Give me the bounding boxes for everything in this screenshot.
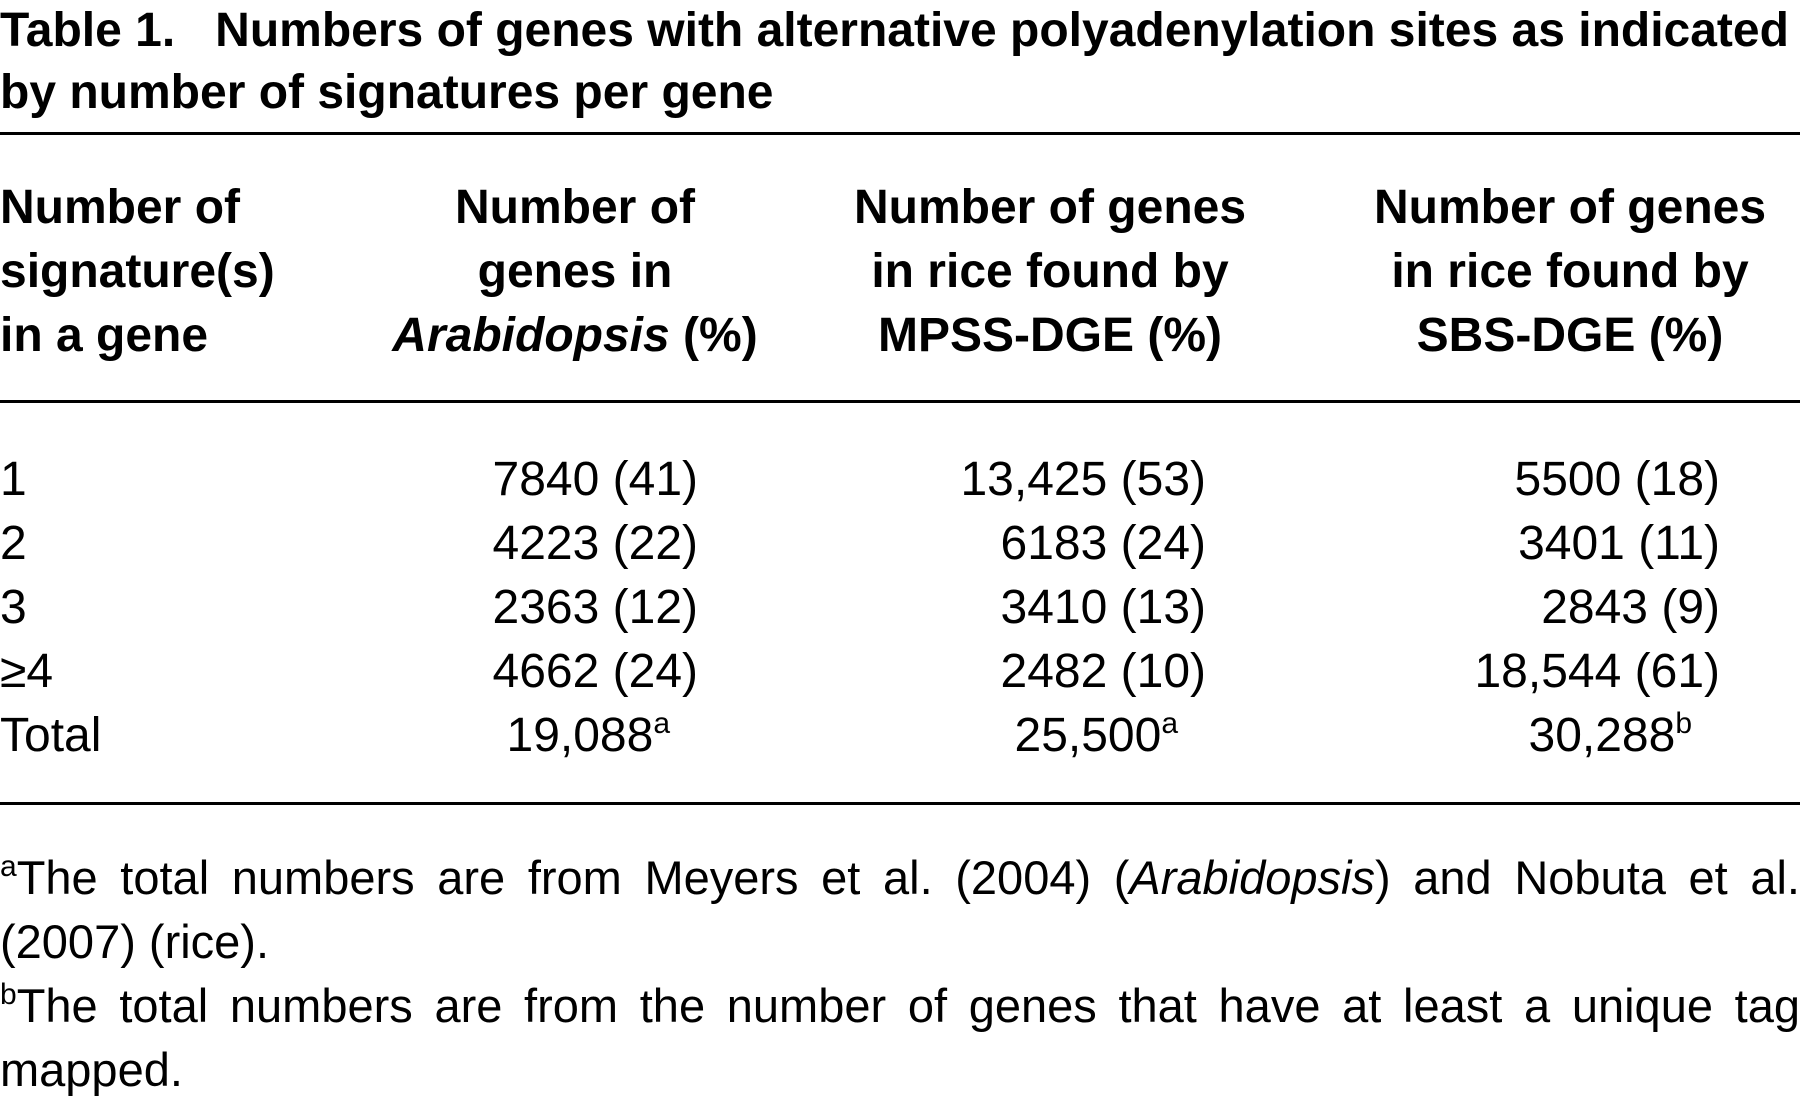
table-cell: 2 — [0, 517, 27, 570]
footnote-marker: b — [1675, 707, 1692, 740]
cell-value: 25,500 — [1014, 709, 1162, 762]
footnote-marker: a — [653, 707, 670, 740]
header-cell: Number of genes in Arabidopsis (%) — [350, 176, 800, 368]
table-row: ≥4 4662 (24) 2482 (10) 18,544 (61) — [0, 640, 1800, 704]
header-italic: Arabidopsis — [392, 309, 670, 362]
table-title: Table 1. Numbers of genes with alternativ… — [0, 0, 1790, 124]
header-part: (%) — [683, 309, 758, 362]
top-rule — [0, 132, 1800, 135]
table-cell: Total — [0, 709, 102, 762]
table-cell: 25,500a — [1015, 704, 1179, 768]
header-line: MPSS-DGE (%) — [877, 309, 1222, 362]
table-cell: 2482 (10) — [1000, 645, 1206, 698]
header-line: SBS-DGE (%) — [1416, 309, 1724, 362]
table-cell: 2843 (9) — [1541, 581, 1720, 634]
header-line: Arabidopsis (%) — [350, 304, 800, 368]
header-line: Number of genes — [853, 181, 1247, 234]
footnotes: aThe total numbers are from Meyers et al… — [0, 846, 1800, 1102]
footnote-text: The total numbers are from the number of… — [0, 979, 1800, 1096]
footnote: aThe total numbers are from Meyers et al… — [0, 846, 1800, 974]
footnote: bThe total numbers are from the number o… — [0, 974, 1800, 1102]
header-cell: Number of signature(s) in a gene — [0, 176, 275, 368]
header-line: Number of — [0, 181, 240, 234]
header-line: in rice found by — [1391, 245, 1749, 298]
table-cell: 4223 (22) — [492, 517, 698, 570]
header-line: in rice found by — [871, 245, 1229, 298]
table-cell: 7840 (41) — [492, 453, 698, 506]
header-cell: Number of genes in rice found by SBS-DGE… — [1330, 176, 1800, 368]
footnote-marker: b — [0, 978, 17, 1011]
table-cell: 5500 (18) — [1514, 453, 1720, 506]
header-rule — [0, 400, 1800, 403]
table-cell: 3401 (11) — [1518, 517, 1720, 570]
cell-value: 30,288 — [1528, 709, 1676, 762]
table-cell: 19,088a — [507, 704, 671, 768]
table-cell: ≥4 — [0, 645, 54, 698]
table-cell: 18,544 (61) — [1474, 645, 1720, 698]
table-cell: 1 — [0, 453, 27, 506]
table-cell: 13,425 (53) — [960, 453, 1206, 506]
table-cell: 2363 (12) — [492, 581, 698, 634]
header-line: Number of — [455, 181, 695, 234]
footnote-text: The total numbers are from Meyers et al.… — [16, 851, 1130, 904]
title-text: Numbers of genes with alternative polyad… — [0, 4, 1789, 119]
table-row: 3 2363 (12) 3410 (13) 2843 (9) — [0, 576, 1800, 640]
bottom-rule — [0, 802, 1800, 805]
header-line: in a gene — [0, 309, 209, 362]
footnote-text: Arabidopsis — [1129, 851, 1375, 904]
table-cell: 3 — [0, 581, 27, 634]
table-row: Total 19,088a 25,500a 30,288b — [0, 704, 1800, 768]
table-row: 2 4223 (22) 6183 (24) 3401 (11) — [0, 512, 1800, 576]
footnote-text: ) and Nobuta et al. (2007) (rice). — [0, 851, 1800, 968]
header-line: genes in — [477, 245, 673, 298]
table-cell: 3410 (13) — [1000, 581, 1206, 634]
table-cell: 4662 (24) — [492, 645, 698, 698]
table-row: 1 7840 (41) 13,425 (53) 5500 (18) — [0, 448, 1800, 512]
header-line: Number of genes — [1373, 181, 1767, 234]
table-label: Table 1. — [0, 4, 176, 57]
footnote-marker: a — [0, 850, 17, 883]
header-line: signature(s) — [0, 245, 275, 298]
table-cell: 6183 (24) — [1000, 517, 1206, 570]
table-cell: 30,288b — [1529, 704, 1693, 768]
footnote-marker: a — [1161, 707, 1178, 740]
cell-value: 19,088 — [506, 709, 654, 762]
header-cell: Number of genes in rice found by MPSS-DG… — [810, 176, 1290, 368]
